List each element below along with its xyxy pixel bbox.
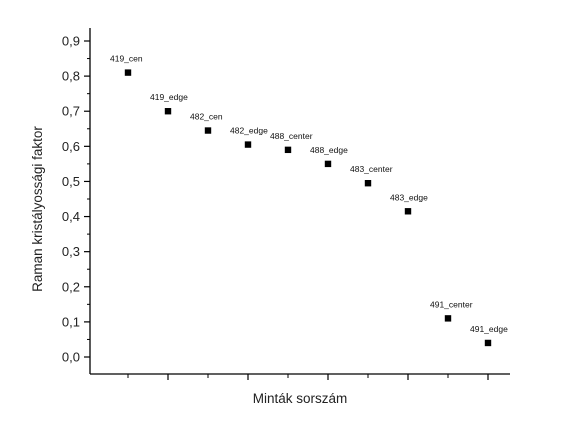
data-point [164, 108, 172, 115]
point-label: 483_center [350, 164, 393, 174]
y-tick-label: 0,1 [62, 314, 80, 329]
y-tick-label: 0,0 [62, 350, 80, 365]
y-tick-label: 0,4 [62, 209, 80, 224]
point-label: 491_center [430, 299, 473, 309]
y-tick-label: 0,7 [62, 104, 80, 119]
data-point [404, 208, 412, 215]
data-point [124, 69, 132, 76]
y-tick-label: 0,8 [62, 69, 80, 84]
point-label: 483_edge [390, 192, 428, 202]
point-label: 482_cen [190, 112, 223, 122]
x-axis-title: Minták sorszám [253, 391, 348, 406]
x-axis-ticks [127, 374, 489, 380]
data-point [484, 339, 492, 347]
y-axis-title: Raman kristályossági faktor [30, 126, 45, 292]
data-point [204, 127, 212, 134]
point-label: 419_cen [110, 54, 143, 64]
point-label: 491_edge [470, 324, 508, 334]
data-point [364, 180, 372, 187]
y-tick-label: 0,3 [62, 244, 80, 259]
data-point [284, 146, 292, 154]
data-point [324, 160, 332, 168]
point-label: 419_edge [150, 92, 188, 102]
y-tick-label: 0,9 [62, 34, 80, 49]
y-tick-label: 0,2 [62, 279, 80, 294]
y-tick-label: 0,5 [62, 174, 80, 189]
y-tick-label: 0,6 [62, 139, 80, 154]
point-label: 488_center [270, 131, 313, 141]
point-label: 488_edge [310, 145, 348, 155]
data-point [444, 315, 452, 322]
data-point [244, 141, 252, 148]
y-axis-ticks: 0,0 0,1 0,2 0,3 0,4 0,5 0,6 0,7 0,8 0,9 [62, 34, 90, 365]
point-label: 482_edge [230, 126, 268, 136]
